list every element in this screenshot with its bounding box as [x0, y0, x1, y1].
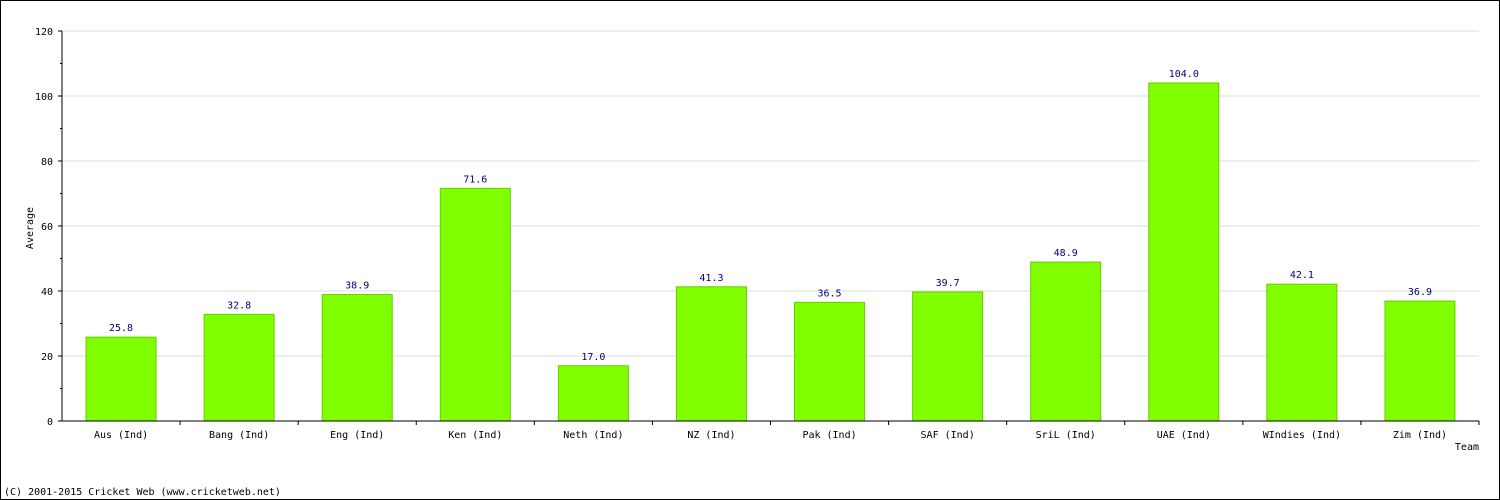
x-tick-label: Pak (Ind)	[802, 430, 856, 441]
bars	[85, 82, 1456, 422]
bar-value-label: 36.9	[1408, 287, 1432, 298]
bar	[1384, 300, 1456, 422]
x-tick-label: WIndies (Ind)	[1263, 430, 1341, 441]
bar-value-label: 42.1	[1290, 270, 1314, 281]
y-axis-title: Average	[25, 207, 36, 249]
tick-labels: 0 20 40 60 80 100 120 Aus (Ind) Bang (Ind) Eng (I…	[35, 27, 1480, 441]
bar	[557, 365, 629, 422]
y-tick-label: 100	[35, 92, 53, 103]
bar	[1266, 283, 1338, 422]
bar-value-label: 48.9	[1054, 248, 1078, 259]
x-tick-label: NZ (Ind)	[687, 430, 735, 441]
bar	[675, 286, 747, 422]
grid-lines	[62, 30, 1479, 357]
bar-value-label: 41.3	[699, 273, 723, 284]
x-tick-label: SAF (Ind)	[921, 430, 975, 441]
bar-value-label: 17.0	[581, 352, 605, 363]
y-tick-label: 20	[41, 352, 53, 363]
x-tick-label: Bang (Ind)	[209, 430, 269, 441]
value-labels: 25.8 32.8 38.9 71.6 17.0 41.3 36.5 39.7 48.9 104.…	[109, 69, 1432, 363]
copyright-footer: (C) 2001-2015 Cricket Web (www.cricketwe…	[4, 487, 281, 498]
x-tick-label: UAE (Ind)	[1157, 430, 1211, 441]
bar-value-label: 36.5	[817, 288, 841, 299]
bar	[439, 187, 511, 422]
y-tick-label: 120	[35, 27, 53, 38]
bar-value-label: 104.0	[1169, 69, 1199, 80]
bar	[203, 313, 275, 422]
bar	[912, 291, 984, 422]
x-tick-label: Ken (Ind)	[448, 430, 502, 441]
y-tick-label: 60	[41, 222, 53, 233]
y-tick-label: 80	[41, 157, 53, 168]
bar	[1148, 82, 1220, 422]
bar-value-label: 32.8	[227, 300, 251, 311]
x-tick-label: Zim (Ind)	[1393, 430, 1447, 441]
x-axis-title: Team	[1455, 442, 1479, 453]
y-tick-label: 0	[47, 417, 53, 428]
x-tick-label: Eng (Ind)	[330, 430, 384, 441]
x-tick-label: Neth (Ind)	[563, 430, 623, 441]
bar-value-label: 39.7	[936, 278, 960, 289]
bar-value-label: 25.8	[109, 323, 133, 334]
y-tick-label: 40	[41, 287, 53, 298]
bar-value-label: 71.6	[463, 174, 487, 185]
bar	[85, 336, 157, 422]
bar	[794, 301, 866, 422]
bar	[1030, 261, 1102, 422]
bar	[321, 294, 393, 422]
bar-value-label: 38.9	[345, 281, 369, 292]
x-tick-label: Aus (Ind)	[94, 430, 148, 441]
x-tick-label: SriL (Ind)	[1036, 430, 1096, 441]
